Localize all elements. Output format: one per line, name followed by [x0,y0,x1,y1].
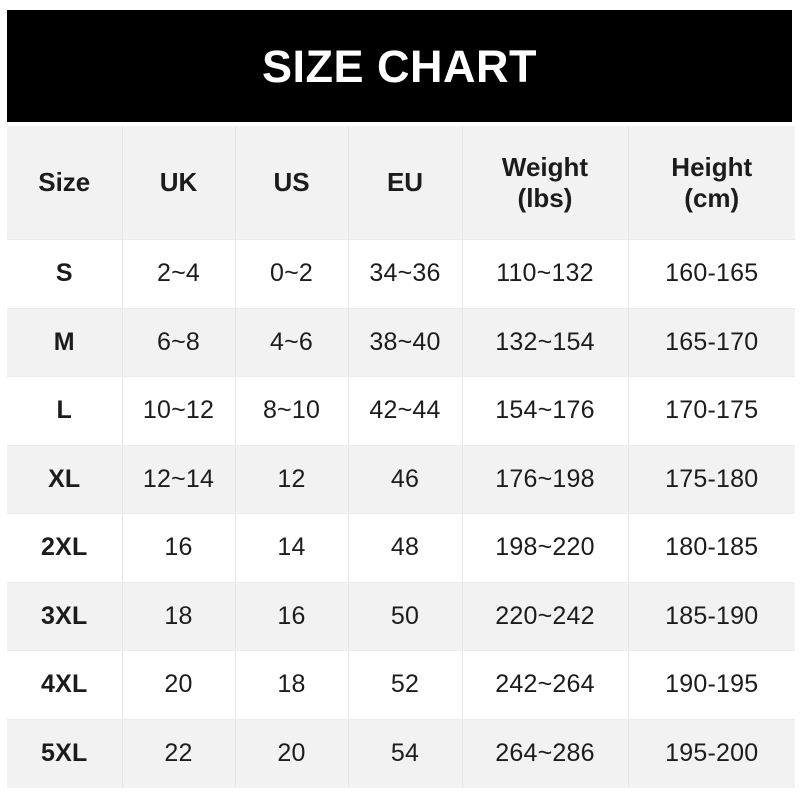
cell-uk: 12~14 [122,445,236,514]
cell-eu: 42~44 [348,376,463,446]
cell-size: XL [7,445,123,514]
cell-size: L [7,376,123,446]
title-banner: SIZE CHART [7,10,792,122]
cell-size: S [7,239,123,309]
table-row: 4XL 20 18 52 242~264 190-195 [7,650,795,720]
header-row: Size UK US EU Weight (lbs) Height (cm) [7,126,795,240]
cell-height: 175-180 [628,445,795,514]
cell-height: 160-165 [628,239,795,309]
cell-size: 2XL [7,513,123,583]
cell-us: 16 [235,582,349,651]
cell-size: 5XL [7,719,123,788]
column-header-us: US [235,126,349,240]
column-header-size: Size [7,126,123,240]
column-header-uk: UK [122,126,236,240]
column-header-eu: EU [348,126,463,240]
column-header-weight-label: Weight [501,151,589,182]
cell-height: 180-185 [628,513,795,583]
cell-weight: 198~220 [462,513,629,583]
column-header-height-unit: (cm) [684,182,740,213]
cell-size: 3XL [7,582,123,651]
cell-height: 195-200 [628,719,795,788]
table-row: XL 12~14 12 46 176~198 175-180 [7,445,795,514]
table-row: 2XL 16 14 48 198~220 180-185 [7,513,795,583]
cell-us: 18 [235,650,349,720]
cell-weight: 132~154 [462,308,629,377]
cell-us: 20 [235,719,349,788]
table-row: 5XL 22 20 54 264~286 195-200 [7,719,795,788]
cell-uk: 16 [122,513,236,583]
cell-height: 185-190 [628,582,795,651]
cell-eu: 34~36 [348,239,463,309]
cell-height: 170-175 [628,376,795,446]
column-header-height: Height (cm) [628,126,795,240]
table-header: Size UK US EU Weight (lbs) Height (cm) [7,126,795,240]
cell-us: 12 [235,445,349,514]
cell-uk: 20 [122,650,236,720]
cell-uk: 18 [122,582,236,651]
cell-weight: 154~176 [462,376,629,446]
column-header-size-label: Size [38,167,91,198]
column-header-us-label: US [273,167,310,198]
cell-height: 165-170 [628,308,795,377]
cell-us: 0~2 [235,239,349,309]
cell-us: 4~6 [235,308,349,377]
column-header-weight-unit: (lbs) [517,182,573,213]
page-title: SIZE CHART [262,40,537,92]
column-header-uk-label: UK [159,167,198,198]
cell-eu: 52 [348,650,463,720]
size-chart-table: Size UK US EU Weight (lbs) Height (cm) [7,126,795,788]
cell-size: M [7,308,123,377]
cell-weight: 176~198 [462,445,629,514]
column-header-height-label: Height [671,151,753,182]
cell-us: 8~10 [235,376,349,446]
cell-eu: 38~40 [348,308,463,377]
cell-eu: 46 [348,445,463,514]
cell-uk: 2~4 [122,239,236,309]
cell-uk: 6~8 [122,308,236,377]
cell-eu: 54 [348,719,463,788]
cell-size: 4XL [7,650,123,720]
cell-uk: 22 [122,719,236,788]
cell-uk: 10~12 [122,376,236,446]
table-row: M 6~8 4~6 38~40 132~154 165-170 [7,308,795,377]
cell-weight: 220~242 [462,582,629,651]
table-row: S 2~4 0~2 34~36 110~132 160-165 [7,239,795,309]
cell-weight: 264~286 [462,719,629,788]
cell-eu: 48 [348,513,463,583]
column-header-eu-label: EU [386,167,424,198]
cell-us: 14 [235,513,349,583]
table-row: L 10~12 8~10 42~44 154~176 170-175 [7,376,795,446]
cell-height: 190-195 [628,650,795,720]
cell-weight: 242~264 [462,650,629,720]
table-body: S 2~4 0~2 34~36 110~132 160-165 M 6~8 4~… [7,239,795,788]
column-header-weight: Weight (lbs) [462,126,629,240]
cell-eu: 50 [348,582,463,651]
cell-weight: 110~132 [462,239,629,309]
table-row: 3XL 18 16 50 220~242 185-190 [7,582,795,651]
